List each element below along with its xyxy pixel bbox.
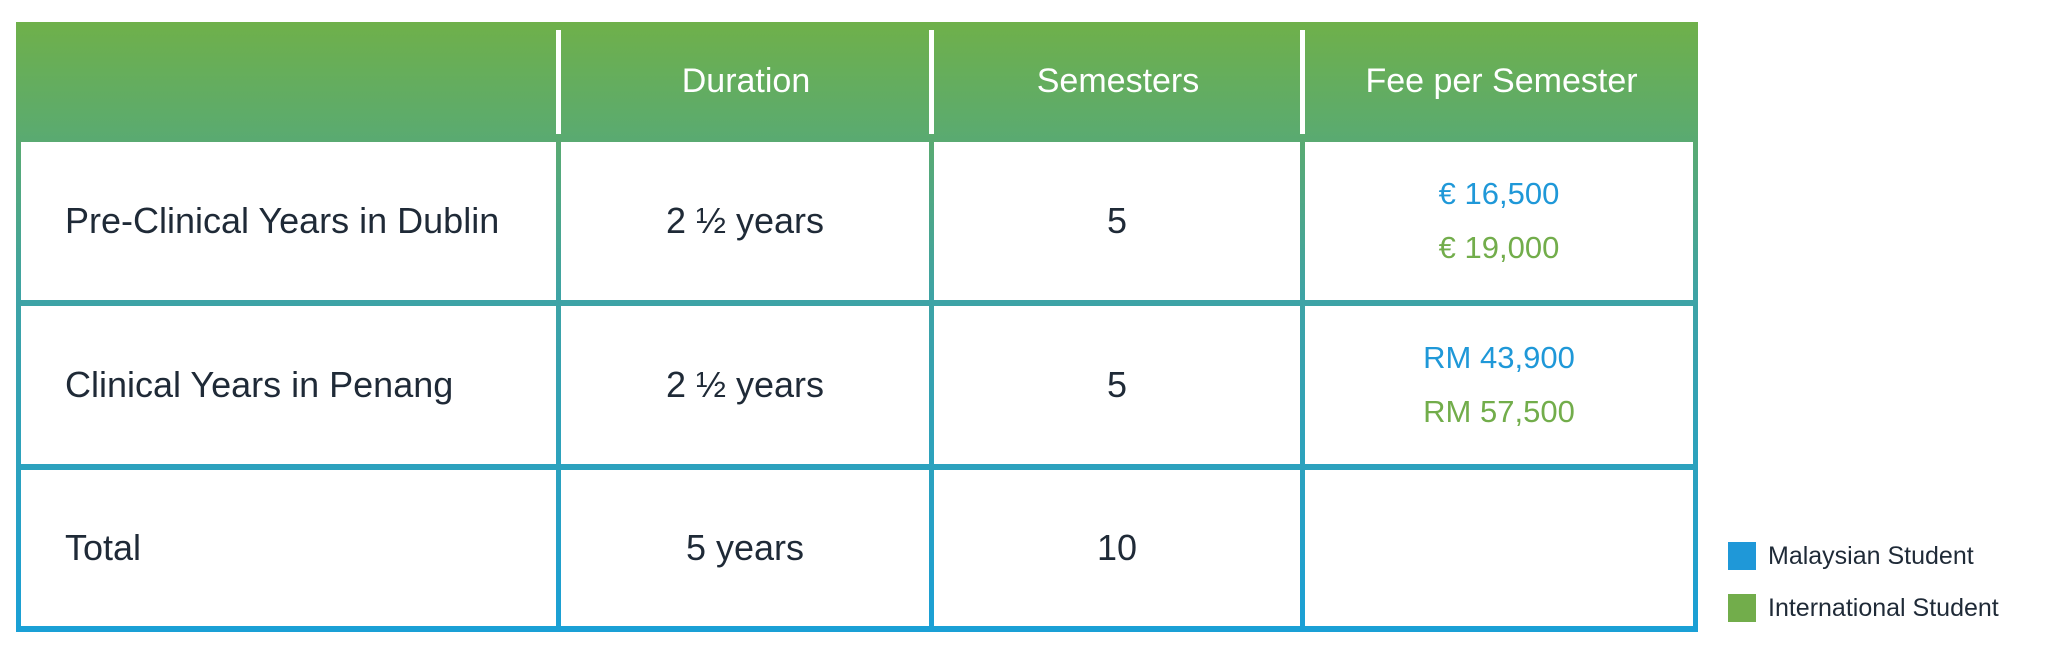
- header-divider: [1300, 30, 1305, 134]
- header-fee-per-semester: Fee per Semester: [1365, 61, 1638, 100]
- row-duration: 2 ½ years: [561, 142, 929, 300]
- row-label-pre-clinical: Pre-Clinical Years in Dublin: [21, 142, 556, 300]
- header-semesters: Semesters: [1036, 61, 1200, 100]
- legend-item-malaysian: Malaysian Student: [1728, 530, 1999, 582]
- row-fee: € 16,500 € 19,000: [1305, 142, 1693, 300]
- header-empty-cell: [16, 22, 558, 140]
- fee-international: € 19,000: [1438, 230, 1560, 265]
- row-fee: RM 43,900 RM 57,500: [1305, 306, 1693, 464]
- header-divider: [929, 30, 934, 134]
- header-duration: Duration: [681, 61, 811, 100]
- row-semesters: 5: [934, 142, 1300, 300]
- legend-label: Malaysian Student: [1768, 541, 1974, 570]
- row-label-clinical: Clinical Years in Penang: [21, 306, 556, 464]
- row-duration: 5 years: [561, 470, 929, 626]
- fee-malaysian: RM 43,900: [1423, 340, 1575, 375]
- legend-item-international: International Student: [1728, 582, 1999, 634]
- row-semesters: 10: [934, 470, 1300, 626]
- row-fee: [1305, 470, 1693, 626]
- fee-international: RM 57,500: [1423, 394, 1575, 429]
- legend-swatch-malaysian: [1728, 542, 1756, 570]
- fee-malaysian: € 16,500: [1438, 176, 1560, 211]
- legend-label: International Student: [1768, 593, 1999, 622]
- legend: Malaysian Student International Student: [1728, 530, 1999, 634]
- fee-table: Duration Semesters Fee per Semester Pre-…: [16, 22, 1698, 632]
- header-divider: [556, 30, 561, 134]
- row-semesters: 5: [934, 306, 1300, 464]
- row-duration: 2 ½ years: [561, 306, 929, 464]
- legend-swatch-international: [1728, 594, 1756, 622]
- row-label-total: Total: [21, 470, 556, 626]
